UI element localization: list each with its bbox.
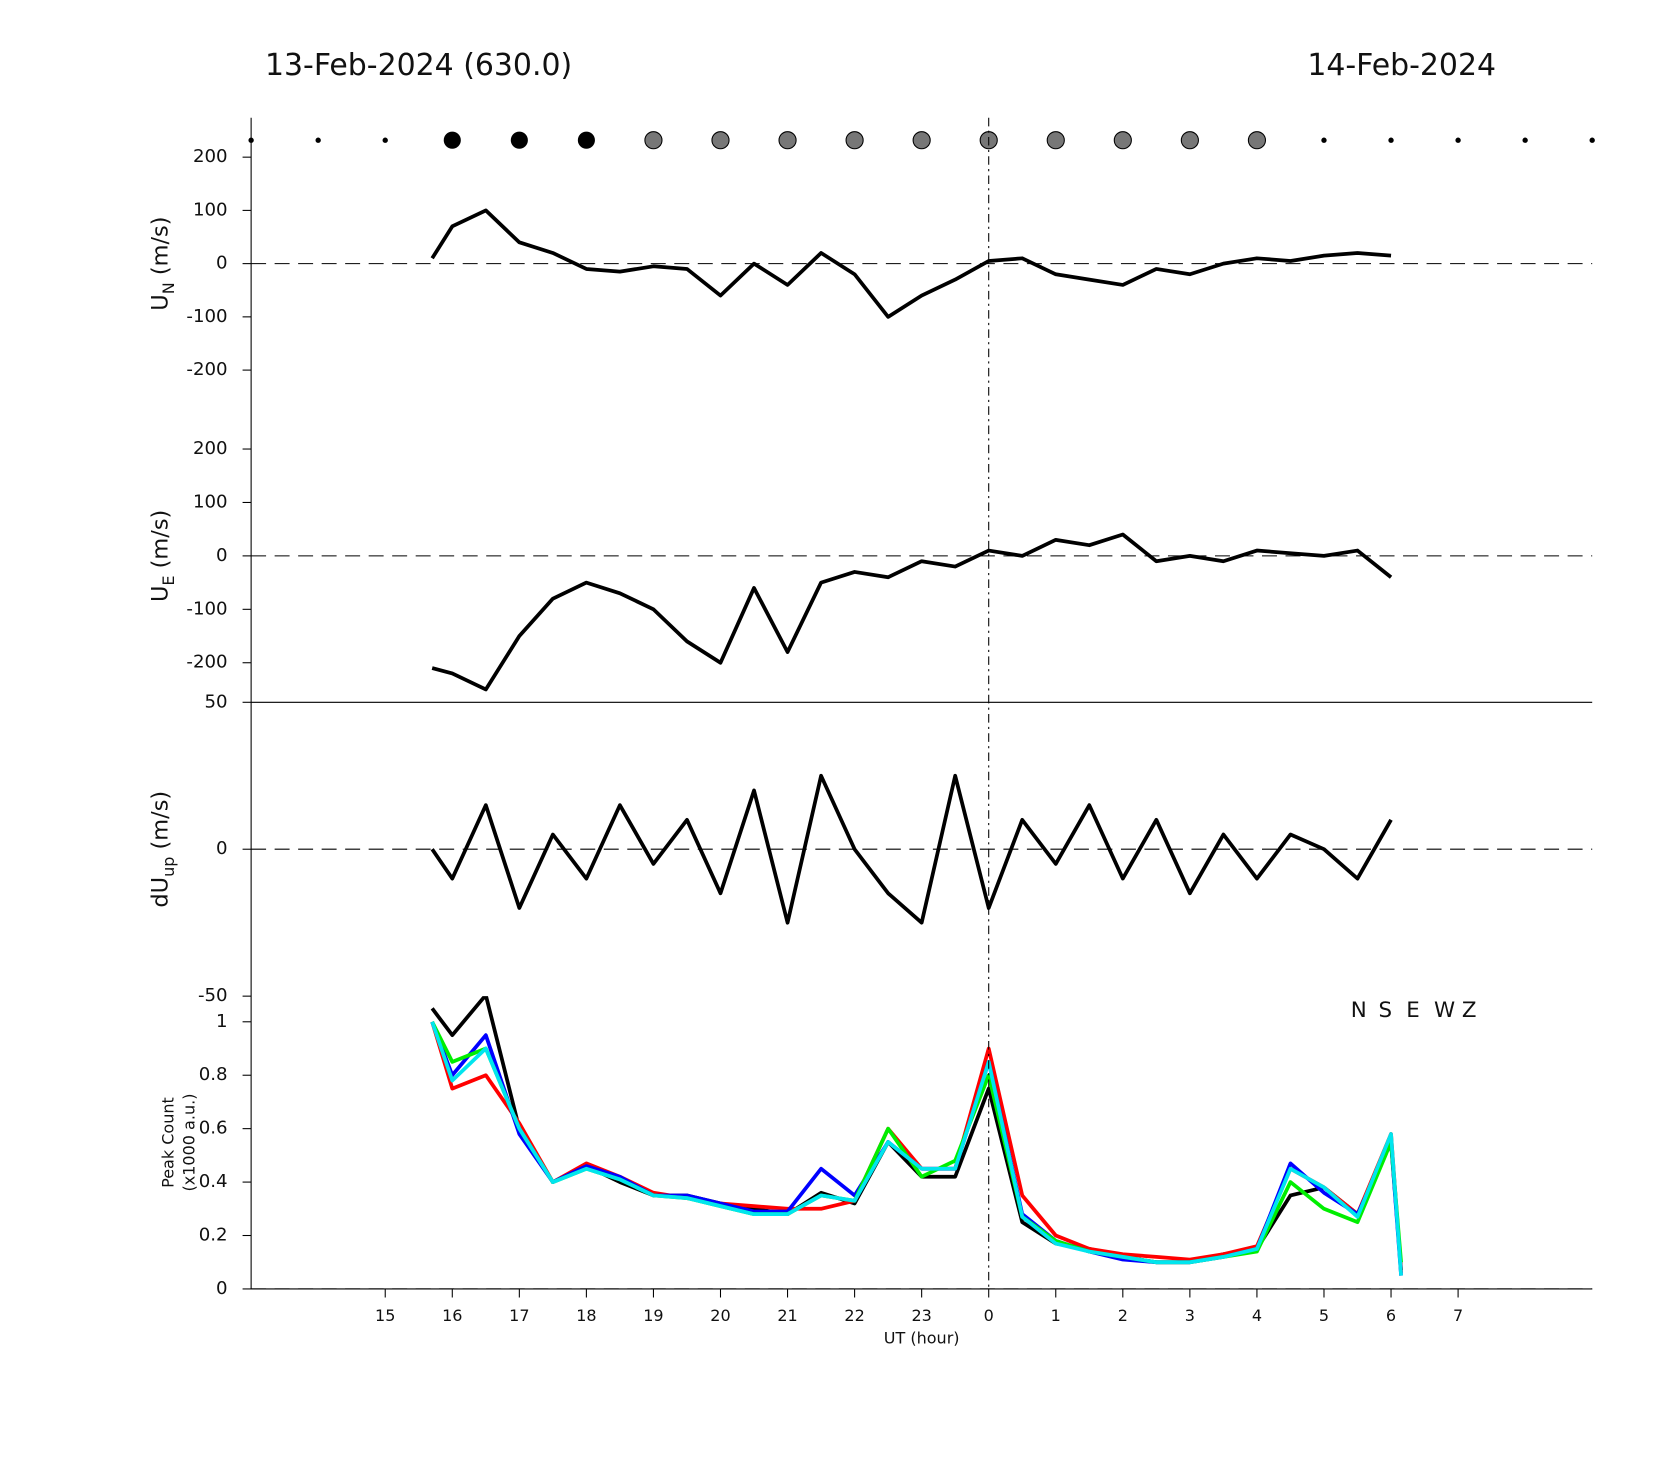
x-tick-label: 4	[1252, 1306, 1262, 1325]
x-tick-label: 16	[442, 1306, 462, 1325]
data-line	[430, 1020, 1403, 1265]
series-group	[430, 208, 1392, 319]
y-tick-label: 100	[193, 199, 228, 220]
x-tick-label: 2	[1118, 1306, 1128, 1325]
legend-entry: Z	[1462, 998, 1477, 1023]
y-axis-label: dUup (m/s)	[147, 791, 178, 908]
x-tick-label: 22	[844, 1306, 864, 1325]
y-tick-label: -50	[198, 985, 228, 1006]
y-tick-label: -200	[186, 359, 227, 380]
data-line	[430, 1021, 1403, 1276]
x-tick-label: 23	[911, 1306, 931, 1325]
y-axis-label: Peak Count	[158, 1097, 177, 1188]
legend-entry: E	[1406, 998, 1419, 1023]
y-tick-label: 100	[193, 491, 228, 512]
legend-entry: S	[1378, 998, 1392, 1023]
x-tick-label: 3	[1185, 1306, 1195, 1325]
y-tick-label: 0	[216, 1278, 228, 1299]
right-title: 14-Feb-2024	[1307, 48, 1496, 83]
sky-marker	[845, 131, 864, 150]
sky-marker	[1589, 137, 1595, 143]
y-tick-label: -200	[186, 652, 227, 673]
sky-marker	[1321, 137, 1327, 143]
sky-marker	[644, 131, 663, 150]
sky-marker	[443, 131, 461, 149]
y-label-unit: (m/s)	[147, 217, 173, 283]
x-tick-label: 21	[777, 1306, 797, 1325]
y-axis-label: UN (m/s)	[147, 217, 178, 311]
x-tick-label: 5	[1319, 1306, 1329, 1325]
sky-marker	[382, 137, 388, 143]
data-line	[430, 208, 1392, 319]
series-group	[431, 532, 1393, 692]
y-label-unit: (m/s)	[147, 791, 173, 857]
x-tick-label: 15	[375, 1306, 395, 1325]
left-title: 13-Feb-2024 (630.0)	[265, 48, 572, 83]
sky-marker	[1522, 137, 1528, 143]
x-tick-label: 19	[643, 1306, 663, 1325]
sky-marker	[1113, 131, 1132, 150]
y-tick-label: 200	[193, 146, 228, 167]
y-axis-label: (x1000 a.u.)	[180, 1094, 199, 1192]
sky-marker	[577, 131, 595, 149]
y-label-main: dU	[147, 877, 173, 908]
y-tick-label: 0.6	[199, 1118, 228, 1139]
x-tick-label: 7	[1453, 1306, 1463, 1325]
y-label-sub: E	[158, 575, 177, 585]
sky-marker	[1046, 131, 1065, 150]
x-tick-label: 1	[1051, 1306, 1061, 1325]
y-label-sub: up	[158, 857, 177, 877]
x-tick-label: 6	[1386, 1306, 1396, 1325]
y-label-unit: (m/s)	[147, 510, 173, 576]
y-label-sub: N	[158, 282, 177, 294]
sky-marker	[1247, 131, 1267, 150]
series-group	[430, 996, 1403, 1276]
sky-marker	[315, 137, 321, 143]
sky-marker	[1455, 137, 1461, 143]
sky-marker	[711, 131, 730, 150]
x-tick-label: 17	[509, 1306, 529, 1325]
sky-marker	[510, 131, 528, 149]
y-tick-label: 0.2	[199, 1225, 228, 1246]
data-line	[430, 1021, 1403, 1274]
sky-marker	[912, 131, 931, 150]
x-tick-label: 18	[576, 1306, 596, 1325]
y-tick-label: 1	[216, 1011, 228, 1032]
y-tick-label: -100	[186, 306, 227, 327]
data-line	[430, 996, 1403, 1271]
data-line	[430, 1021, 1403, 1276]
y-tick-label: 0.8	[199, 1064, 228, 1085]
x-tick-label: 0	[984, 1306, 994, 1325]
data-line	[431, 532, 1393, 692]
legend-entry: W	[1434, 998, 1455, 1023]
y-tick-label: 200	[193, 438, 228, 459]
series-group	[430, 773, 1393, 925]
y-tick-label: 0	[216, 253, 228, 274]
y-label-main: U	[147, 294, 173, 310]
sky-marker	[1180, 131, 1199, 150]
y-axis-label: UE (m/s)	[147, 510, 178, 602]
legend-entry: N	[1351, 998, 1367, 1023]
y-label-main: U	[147, 586, 173, 602]
y-tick-label: 0.4	[199, 1171, 228, 1192]
data-line	[430, 773, 1393, 925]
y-tick-label: 0	[216, 545, 228, 566]
sky-marker	[778, 131, 797, 150]
y-tick-label: 0	[216, 838, 228, 859]
y-tick-label: 50	[205, 691, 228, 712]
sky-marker	[1388, 137, 1394, 143]
y-tick-label: -100	[186, 598, 227, 619]
x-axis-label: UT (hour)	[884, 1329, 960, 1348]
x-tick-label: 20	[710, 1306, 730, 1325]
